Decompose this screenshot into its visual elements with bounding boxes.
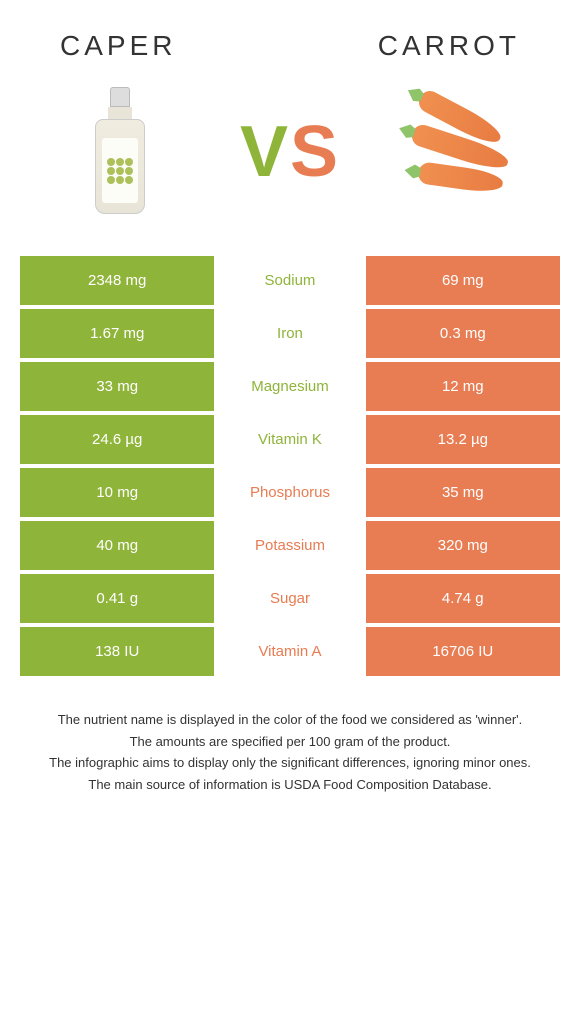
footer-line: The main source of information is USDA F… [30, 775, 550, 795]
left-value-cell: 138 IU [20, 627, 214, 676]
left-value-cell: 40 mg [20, 521, 214, 570]
table-row: 40 mgPotassium320 mg [20, 521, 560, 570]
right-food-image [400, 82, 520, 222]
nutrition-table: 2348 mgSodium69 mg1.67 mgIron0.3 mg33 mg… [20, 252, 560, 680]
nutrient-label-cell: Sugar [214, 574, 365, 623]
nutrient-label-cell: Vitamin K [214, 415, 365, 464]
footer-notes: The nutrient name is displayed in the co… [20, 680, 560, 806]
right-food-title: Carrot [378, 30, 520, 62]
table-row: 33 mgMagnesium12 mg [20, 362, 560, 411]
left-value-cell: 24.6 µg [20, 415, 214, 464]
left-food-title: Caper [60, 30, 176, 62]
left-value-cell: 2348 mg [20, 256, 214, 305]
nutrient-label-cell: Sodium [214, 256, 365, 305]
right-value-cell: 16706 IU [366, 627, 560, 676]
caper-bottle-icon [95, 87, 145, 217]
table-row: 10 mgPhosphorus35 mg [20, 468, 560, 517]
vs-s: S [290, 112, 340, 192]
infographic-container: Caper Carrot VS [0, 0, 580, 826]
nutrient-label-cell: Phosphorus [214, 468, 365, 517]
carrot-icon [400, 92, 520, 212]
footer-line: The nutrient name is displayed in the co… [30, 710, 550, 730]
table-row: 24.6 µgVitamin K13.2 µg [20, 415, 560, 464]
nutrient-label-cell: Iron [214, 309, 365, 358]
left-value-cell: 1.67 mg [20, 309, 214, 358]
right-value-cell: 320 mg [366, 521, 560, 570]
vs-row: VS [20, 82, 560, 252]
right-value-cell: 0.3 mg [366, 309, 560, 358]
right-value-cell: 13.2 µg [366, 415, 560, 464]
right-value-cell: 12 mg [366, 362, 560, 411]
nutrient-label-cell: Magnesium [214, 362, 365, 411]
left-value-cell: 10 mg [20, 468, 214, 517]
table-row: 0.41 gSugar4.74 g [20, 574, 560, 623]
left-value-cell: 33 mg [20, 362, 214, 411]
table-row: 2348 mgSodium69 mg [20, 256, 560, 305]
footer-line: The infographic aims to display only the… [30, 753, 550, 773]
footer-line: The amounts are specified per 100 gram o… [30, 732, 550, 752]
nutrient-label-cell: Vitamin A [214, 627, 365, 676]
nutrition-table-body: 2348 mgSodium69 mg1.67 mgIron0.3 mg33 mg… [20, 256, 560, 676]
left-food-image [60, 82, 180, 222]
table-row: 138 IUVitamin A16706 IU [20, 627, 560, 676]
right-value-cell: 4.74 g [366, 574, 560, 623]
vs-v: V [240, 112, 290, 192]
right-value-cell: 35 mg [366, 468, 560, 517]
right-value-cell: 69 mg [366, 256, 560, 305]
nutrient-label-cell: Potassium [214, 521, 365, 570]
left-value-cell: 0.41 g [20, 574, 214, 623]
header-row: Caper Carrot [20, 30, 560, 82]
table-row: 1.67 mgIron0.3 mg [20, 309, 560, 358]
vs-label: VS [240, 111, 340, 193]
